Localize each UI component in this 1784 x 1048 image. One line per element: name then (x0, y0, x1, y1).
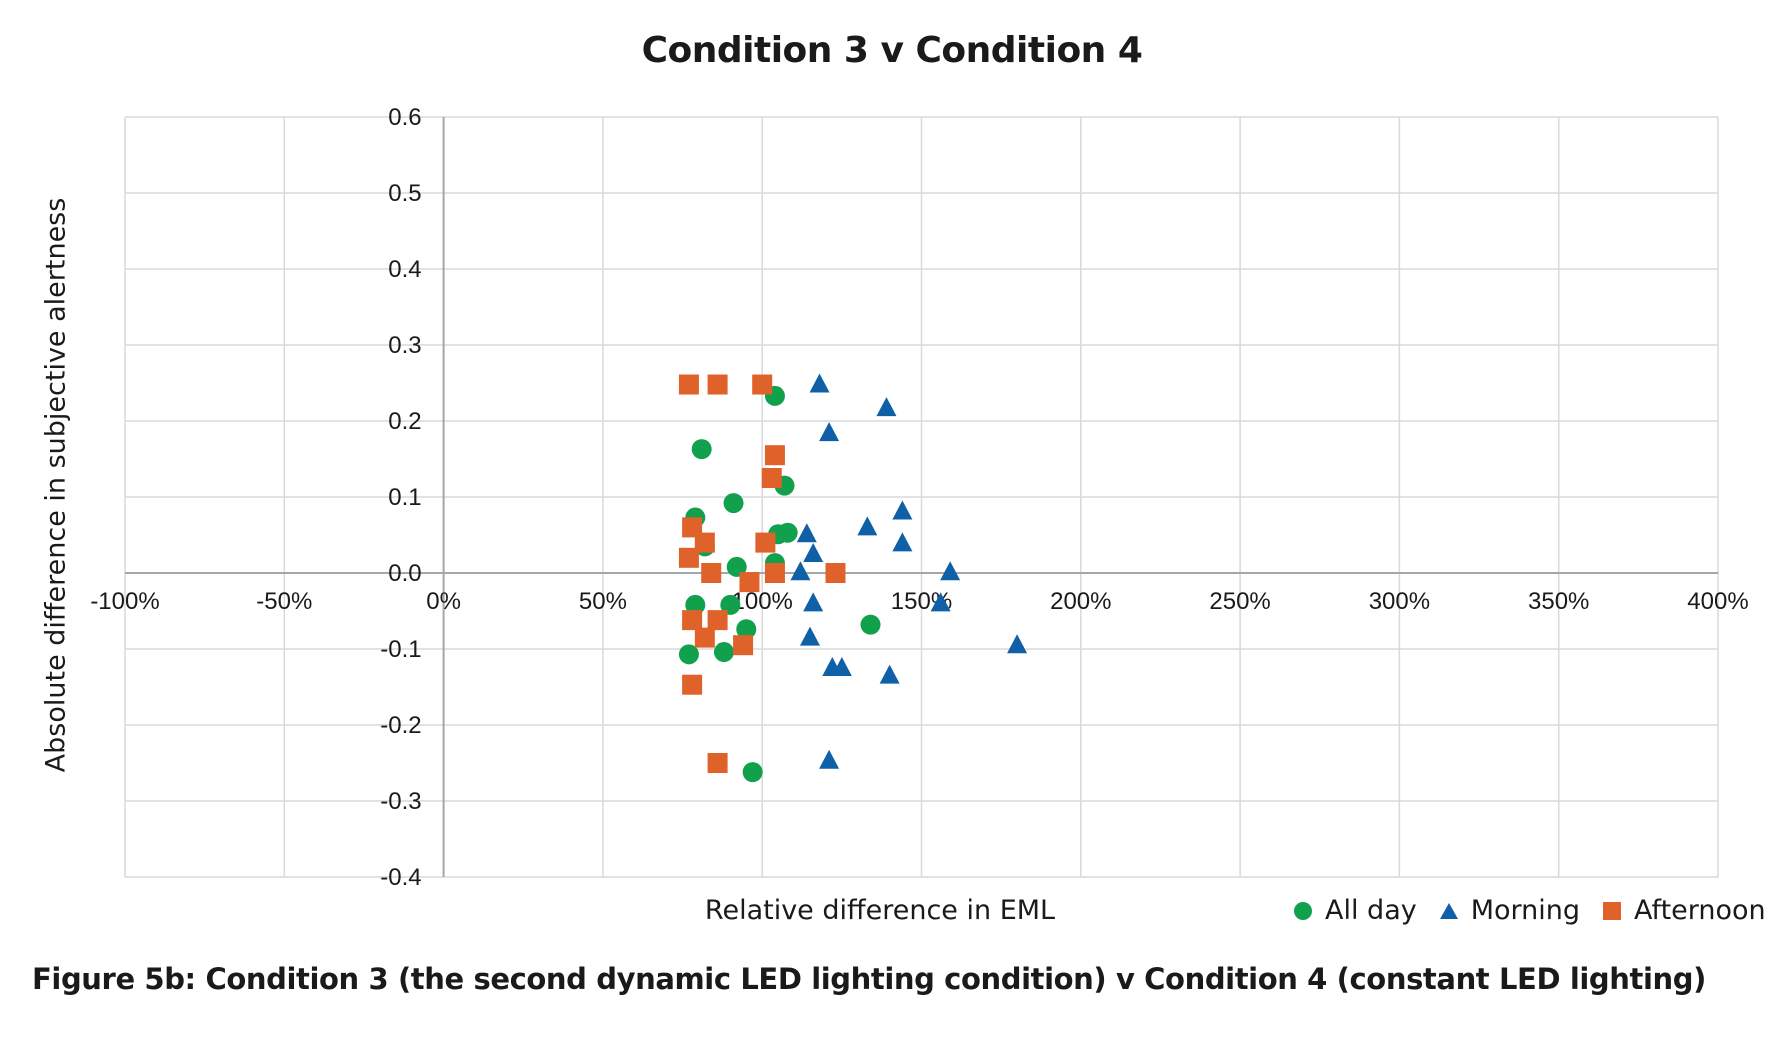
legend-item-afternoon: Afternoon (1602, 895, 1766, 926)
data-point-morning (892, 500, 913, 520)
data-point-all-day (723, 493, 744, 514)
data-point-afternoon (682, 610, 703, 631)
x-tick-label: 0% (426, 588, 461, 615)
data-point-afternoon (752, 374, 773, 395)
data-point-morning (790, 561, 811, 581)
data-point-afternoon (678, 547, 699, 568)
legend: All day Morning Afternoon (1293, 895, 1766, 926)
data-point-afternoon (707, 374, 728, 395)
data-point-morning (803, 592, 824, 612)
axes (125, 117, 1718, 877)
data-point-afternoon (739, 572, 760, 593)
data-point-afternoon (733, 635, 754, 656)
data-point-morning (809, 373, 830, 393)
x-tick-label: -50% (256, 588, 312, 615)
y-tick-label: 0.4 (388, 256, 421, 283)
chart-title: Condition 3 v Condition 4 (641, 30, 1143, 71)
y-tick-label: 0.1 (388, 484, 421, 511)
data-point-afternoon (761, 468, 782, 488)
data-point-afternoon (825, 563, 846, 583)
data-point-all-day (685, 594, 706, 615)
data-point-all-day (742, 762, 763, 783)
legend-item-all-day: All day (1293, 895, 1417, 926)
data-point-afternoon (764, 563, 785, 583)
data-point-morning (930, 592, 951, 612)
data-point-morning (879, 664, 900, 684)
x-tick-label: 350% (1528, 588, 1589, 615)
legend-label: All day (1325, 895, 1417, 926)
y-tick-label: 0.5 (388, 180, 421, 207)
x-tick-label: 200% (1050, 588, 1111, 615)
data-point-afternoon (694, 532, 715, 553)
x-tick-label: 300% (1369, 588, 1430, 615)
y-tick-label: 0.6 (388, 104, 421, 131)
x-axis-label: Relative difference in EML (704, 895, 1056, 926)
data-point-morning (819, 749, 840, 769)
legend-label: Afternoon (1634, 895, 1766, 926)
data-point-morning (876, 397, 897, 417)
legend-label: Morning (1470, 895, 1581, 926)
data-point-morning (940, 561, 961, 581)
data-point-all-day (726, 556, 747, 577)
data-point-afternoon (707, 610, 728, 631)
data-point-afternoon (701, 563, 722, 583)
y-tick-label: 0.2 (388, 408, 421, 435)
data-point-morning (1007, 634, 1028, 654)
x-tick-label: 250% (1209, 588, 1270, 615)
y-tick-label: 0.0 (388, 560, 421, 587)
data-point-morning (799, 626, 820, 646)
data-point-afternoon (678, 374, 699, 395)
data-point-afternoon (682, 517, 703, 538)
data-point-morning (803, 543, 824, 562)
square-marker-icon (1603, 901, 1622, 920)
data-point-all-day (720, 594, 741, 615)
data-point-afternoon (764, 445, 785, 466)
y-tick-label: 0.3 (388, 332, 421, 359)
data-point-morning (892, 532, 913, 552)
data-point-all-day (691, 439, 712, 460)
data-point-all-day (860, 614, 881, 635)
x-tick-label: 400% (1687, 588, 1748, 615)
data-point-morning (831, 657, 852, 676)
data-point-afternoon (707, 753, 728, 773)
data-point-morning (819, 422, 840, 442)
data-point-afternoon (682, 674, 703, 695)
data-point-morning (796, 523, 817, 543)
data-point-afternoon (694, 627, 715, 648)
data-points (678, 373, 1028, 783)
y-tick-label: -0.1 (380, 636, 421, 663)
data-point-all-day (713, 642, 734, 663)
y-axis-label: Absolute difference in subjective alertn… (40, 197, 72, 773)
data-point-all-day (678, 644, 699, 665)
figure-caption: Figure 5b: Condition 3 (the second dynam… (32, 962, 1706, 996)
y-tick-label: -0.2 (380, 712, 421, 739)
gridlines (124, 116, 1719, 878)
circle-marker-icon (1294, 901, 1312, 920)
x-tick-label: -100% (90, 588, 159, 615)
legend-item-morning: Morning (1439, 895, 1580, 926)
x-tick-label: 50% (579, 588, 627, 615)
y-tick-label: -0.4 (380, 864, 421, 891)
data-point-all-day (736, 619, 757, 640)
x-tick-label: 100% (732, 588, 793, 615)
triangle-marker-icon (1439, 902, 1458, 919)
data-point-morning (857, 516, 878, 536)
data-point-afternoon (755, 532, 776, 553)
y-tick-label: -0.3 (380, 788, 421, 815)
